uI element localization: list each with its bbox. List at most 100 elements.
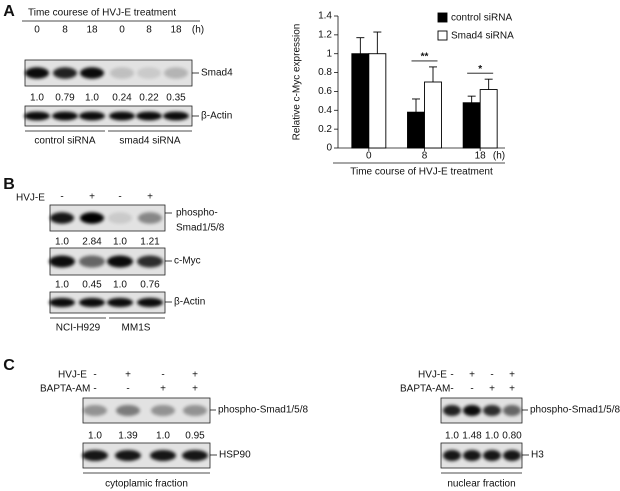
quantification: 1.0 (445, 431, 459, 442)
band (116, 405, 140, 416)
band (79, 297, 105, 308)
blot-label: β-Actin (201, 111, 232, 122)
significance: ** (421, 52, 429, 63)
band (50, 212, 74, 224)
band (107, 255, 133, 268)
fraction-label: nuclear fraction (447, 479, 515, 490)
blot-label: c-Myc (174, 256, 201, 267)
time-point: 8 (62, 25, 68, 36)
quantification: 1.0 (113, 237, 127, 248)
quantification: 1.21 (140, 237, 160, 248)
band (53, 67, 77, 79)
panel-label: B (3, 176, 15, 193)
sign: - (93, 370, 96, 381)
time-point: 18 (170, 25, 182, 36)
band (49, 297, 75, 308)
significance: * (478, 64, 482, 75)
blot-label: H3 (531, 450, 544, 461)
legend-label: control siRNA (451, 13, 512, 24)
bar (424, 81, 442, 149)
band (138, 212, 162, 224)
bar (351, 53, 370, 149)
time-point: 0 (34, 25, 40, 36)
x-tick-label: 8 (422, 151, 428, 162)
blot-label: Smad1/5/8 (176, 223, 225, 234)
band (80, 67, 104, 79)
sign: - (161, 370, 164, 381)
quantification: 0.24 (112, 93, 132, 104)
cell-line: MM1S (122, 323, 151, 334)
band (137, 297, 163, 308)
x-tick-label: 0 (366, 151, 372, 162)
bar (479, 89, 498, 149)
quantification: 0.22 (139, 93, 159, 104)
band (107, 297, 133, 308)
quantification: 0.35 (166, 93, 186, 104)
band (463, 450, 481, 461)
band (83, 405, 107, 416)
time-point: 8 (146, 25, 152, 36)
x-axis-label: Time course of HVJ-E treatment (350, 167, 493, 178)
quantification: 0.80 (502, 431, 522, 442)
sign: + (509, 370, 515, 381)
band (115, 450, 141, 461)
panel-label: A (3, 3, 15, 20)
quantification: 2.84 (82, 237, 102, 248)
group-label: smad4 siRNA (119, 136, 180, 147)
quantification: 1.0 (88, 431, 102, 442)
blot-label: phospho-Smad1/5/8 (530, 405, 620, 416)
band (49, 255, 75, 268)
sign: + (469, 370, 475, 381)
quantification: 0.95 (185, 431, 205, 442)
quantification: 1.0 (55, 280, 69, 291)
quantification: 1.0 (55, 237, 69, 248)
error-bar (429, 66, 437, 82)
fraction-label: cytoplamic fraction (105, 479, 188, 490)
y-axis-label: Relative c-Myc expression (292, 24, 303, 141)
error-bar (484, 78, 493, 90)
time-point: 0 (119, 25, 125, 36)
band (503, 405, 521, 416)
y-tick-label: 0.8 (318, 67, 332, 78)
band (25, 67, 49, 79)
band (151, 405, 175, 416)
treatment: HVJ-E (58, 370, 87, 381)
legend-swatch (437, 12, 448, 23)
band (503, 450, 521, 461)
y-tick-label: 0 (326, 143, 332, 154)
y-tick-label: 1 (326, 48, 332, 59)
band (164, 67, 188, 79)
sign: + (192, 370, 198, 381)
sign: + (160, 384, 166, 395)
sign: + (509, 384, 515, 395)
band (82, 450, 108, 461)
sign: + (89, 192, 95, 203)
band (137, 67, 161, 79)
sign: + (147, 192, 153, 203)
band (463, 405, 481, 416)
quantification: 1.0 (485, 431, 499, 442)
sign: + (125, 370, 131, 381)
quantification: 0.45 (82, 280, 102, 291)
y-tick-label: 0.2 (318, 124, 332, 135)
group-label: control siRNA (34, 136, 95, 147)
sign: - (118, 192, 121, 203)
y-tick-label: 1.4 (318, 11, 332, 22)
band (109, 111, 135, 121)
band (163, 111, 189, 121)
quantification: 1.0 (156, 431, 170, 442)
sign: - (60, 192, 63, 203)
treatment: BAPTA-AM (40, 384, 90, 395)
blot-label: phospho- (176, 208, 218, 219)
x-tick-label: 18 (475, 151, 487, 162)
blot-label: Smad4 (201, 68, 233, 79)
bar (368, 53, 387, 149)
quantification: 1.48 (462, 431, 482, 442)
blot-label: β-Actin (174, 297, 205, 308)
band (79, 111, 105, 121)
y-tick-label: 1.2 (318, 29, 332, 40)
cell-line: NCI-H929 (56, 323, 101, 334)
band (183, 405, 207, 416)
band (52, 111, 78, 121)
error-bar (356, 37, 365, 54)
